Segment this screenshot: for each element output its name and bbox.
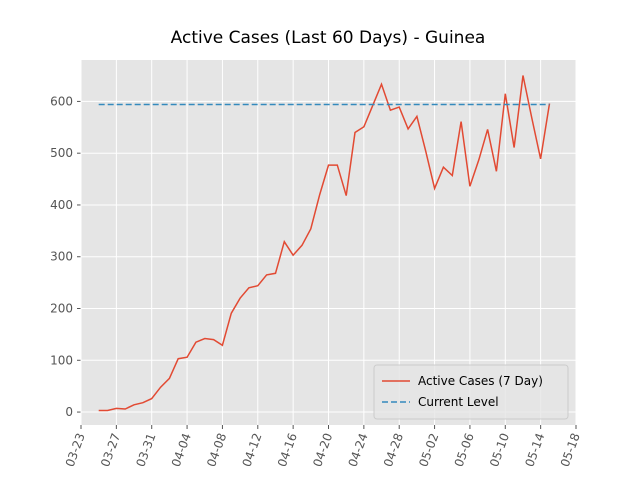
x-tick-label: 05-14: [522, 431, 547, 469]
x-tick-label: 04-12: [240, 431, 265, 469]
legend: Active Cases (7 Day) Current Level: [373, 364, 569, 420]
x-tick-label: 04-24: [346, 431, 371, 469]
x-tick-label: 04-04: [169, 431, 194, 469]
x-tick-label: 05-10: [487, 431, 512, 469]
x-tick-label: 03-27: [98, 431, 123, 469]
x-tick-label: 04-20: [310, 431, 335, 469]
y-tick-label: 500: [50, 146, 73, 160]
x-tick-label: 03-31: [133, 431, 158, 469]
x-tick-label: 04-28: [381, 431, 406, 469]
x-tick-label: 05-02: [416, 431, 441, 469]
x-tick-label: 05-18: [558, 431, 583, 469]
legend-label: Active Cases (7 Day): [418, 374, 543, 388]
y-tick-label: 300: [50, 250, 73, 264]
legend-label: Current Level: [418, 395, 499, 409]
x-tick-label: 04-16: [275, 431, 300, 469]
x-tick-label: 03-23: [63, 431, 88, 469]
y-tick-label: 600: [50, 94, 73, 108]
data-line: [98, 75, 551, 412]
y-tick-label: 400: [50, 198, 73, 212]
y-tick-label: 200: [50, 302, 73, 316]
chart-title: Active Cases (Last 60 Days) - Guinea: [171, 28, 486, 48]
x-tick-label: 05-06: [452, 431, 477, 469]
x-tick-label: 04-08: [204, 431, 229, 469]
y-tick-label: 0: [65, 405, 73, 419]
legend-box: [373, 364, 569, 420]
y-tick-label: 100: [50, 353, 73, 367]
